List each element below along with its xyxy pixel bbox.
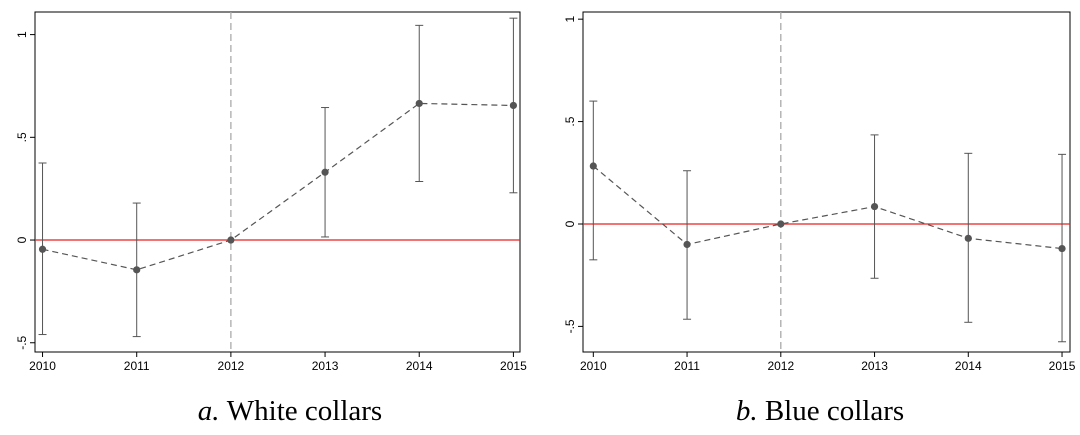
estimate-point (777, 220, 785, 228)
x-tick-label: 2012 (767, 359, 794, 373)
estimate-point (415, 99, 423, 108)
caption-gap (220, 395, 227, 427)
panel: -.5 0 .5 1 2010 2011 2012 2013 2014 2015 b. Blue c… (563, 11, 1076, 427)
x-tick-label: 2012 (218, 359, 245, 373)
caption-gap (758, 395, 765, 427)
x-tick-label: 2013 (861, 359, 888, 373)
caption: b. Blue collars (736, 395, 904, 427)
estimate-point (1058, 244, 1066, 253)
x-tick-label: 2015 (1049, 359, 1076, 373)
estimate-point (321, 168, 329, 176)
y-tick-label: 1 (15, 31, 29, 38)
estimate-point (227, 236, 235, 244)
y-tick-label: -.5 (15, 335, 29, 349)
estimate-point (683, 240, 691, 249)
y-tick-label: -.5 (563, 319, 577, 333)
y-tick-label: 0 (563, 220, 577, 227)
x-tick-label: 2014 (955, 359, 982, 373)
estimate-point (589, 162, 597, 170)
x-tick-label: 2015 (500, 359, 527, 373)
x-tick-label: 2011 (674, 359, 700, 373)
caption-text: White collars (227, 395, 382, 427)
estimate-point (133, 266, 141, 274)
panel-label: b. (736, 395, 758, 427)
estimate-point (509, 101, 518, 110)
y-tick-label: .5 (563, 116, 577, 126)
x-tick-label: 2010 (29, 359, 56, 373)
x-tick-label: 2014 (406, 359, 433, 373)
panel-label: a. (198, 395, 220, 427)
estimate-line (42, 102, 514, 271)
estimate-line (592, 165, 1063, 250)
plot-frame (34, 11, 521, 353)
x-tick-label: 2011 (124, 359, 150, 373)
estimate-point (870, 202, 879, 211)
x-tick-label: 2010 (580, 359, 607, 373)
panel: -.5 0 .5 1 2010 2011 2012 2013 2014 2015 a. White … (15, 11, 527, 427)
caption-text: Blue collars (765, 395, 904, 427)
x-tick-label: 2013 (312, 359, 339, 373)
y-tick-label: 1 (563, 16, 577, 23)
y-tick-label: 0 (15, 236, 29, 243)
estimate-point (38, 245, 47, 253)
caption: a. White collars (198, 395, 382, 427)
y-tick-label: .5 (15, 132, 29, 142)
estimate-point (964, 234, 972, 242)
error-bar (589, 100, 598, 261)
plot-frame (582, 11, 1071, 353)
